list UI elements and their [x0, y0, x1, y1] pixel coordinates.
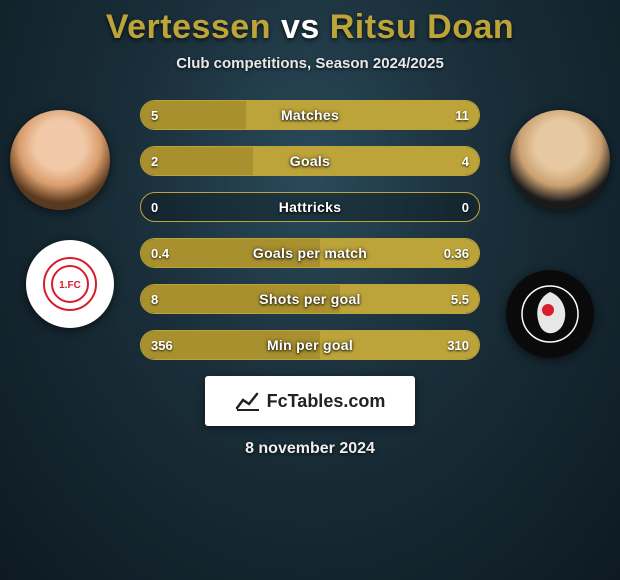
stat-row: 85.5Shots per goal — [140, 284, 480, 314]
stat-label: Matches — [141, 101, 479, 129]
player-right-avatar — [510, 110, 610, 210]
stat-row: 356310Min per goal — [140, 330, 480, 360]
stat-row: 24Goals — [140, 146, 480, 176]
svg-text:1.FC: 1.FC — [59, 280, 81, 291]
stat-row: 0.40.36Goals per match — [140, 238, 480, 268]
avatar-placeholder-icon — [10, 110, 110, 210]
player-left-avatar — [10, 110, 110, 210]
club-right-badge — [506, 270, 594, 358]
branding-text: FcTables.com — [267, 391, 386, 412]
title-vs: vs — [281, 8, 320, 46]
stat-bars: 511Matches 24Goals 00Hattricks 0.40.36Goals… — [140, 100, 480, 360]
club-left-badge: 1.FC — [26, 240, 114, 328]
club-badge-icon: 1.FC — [26, 240, 114, 328]
comparison-card: Vertessen vs Ritsu Doan Club competition… — [0, 0, 620, 580]
chart-line-icon — [235, 390, 261, 412]
club-badge-icon — [506, 270, 594, 358]
date-label: 8 november 2024 — [0, 440, 620, 458]
stat-label: Hattricks — [141, 193, 479, 221]
stat-row: 511Matches — [140, 100, 480, 130]
branding-badge: FcTables.com — [205, 376, 415, 426]
avatar-placeholder-icon — [510, 110, 610, 210]
stat-row: 00Hattricks — [140, 192, 480, 222]
stat-label: Min per goal — [141, 331, 479, 359]
stats-section: 1.FC 511Matches 24Goals 00Hattricks 0.40.36… — [0, 100, 620, 360]
stat-label: Goals — [141, 147, 479, 175]
player-right-name: Ritsu Doan — [330, 8, 514, 46]
page-title: Vertessen vs Ritsu Doan — [0, 8, 620, 47]
player-left-name: Vertessen — [106, 8, 271, 46]
subtitle: Club competitions, Season 2024/2025 — [0, 55, 620, 72]
stat-label: Goals per match — [141, 239, 479, 267]
stat-label: Shots per goal — [141, 285, 479, 313]
